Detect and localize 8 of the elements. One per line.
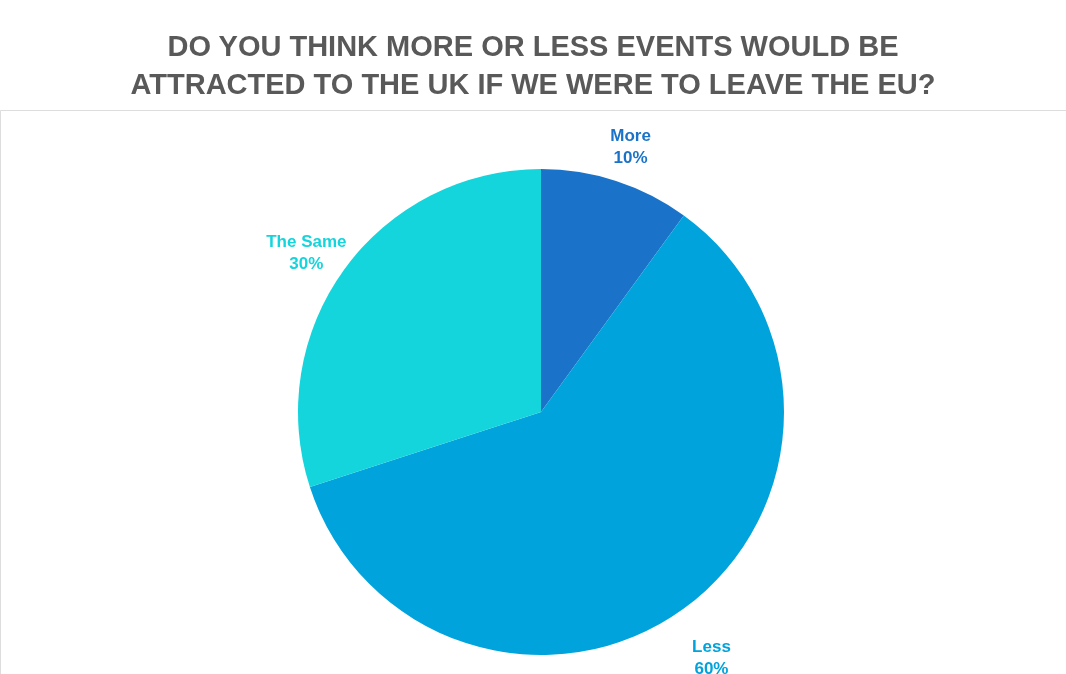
- data-label: 60%: [694, 658, 729, 674]
- slice-label: Less: [692, 636, 731, 656]
- slice-label: More: [610, 126, 651, 146]
- slice-label: The Same: [266, 231, 347, 251]
- chart-title: DO YOU THINK MORE OR LESS EVENTS WOULD BE ATTRACTED TO THE UK IF WE WERE TO LEAVE THE EU?: [130, 30, 936, 100]
- data-label: 10%: [613, 148, 648, 168]
- pie-slice: [541, 169, 684, 412]
- data-label: 30%: [289, 253, 324, 273]
